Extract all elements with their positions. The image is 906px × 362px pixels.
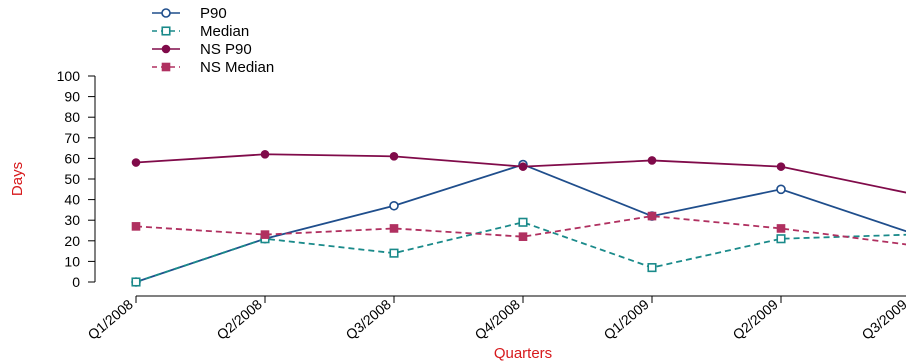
y-tick-label: 90: [64, 89, 80, 105]
data-point: [389, 152, 399, 161]
y-tick-label: 70: [64, 130, 80, 146]
x-axis-title: Quarters: [494, 345, 552, 362]
legend-label: NS P90: [200, 41, 252, 58]
legend-marker: [161, 8, 171, 18]
data-point: [389, 200, 399, 211]
data-point: [776, 184, 786, 195]
data-point: [131, 277, 141, 287]
legend-marker: [161, 44, 171, 54]
legend-marker: [161, 62, 171, 72]
y-tick-label: 0: [72, 274, 80, 290]
data-point: [518, 162, 528, 171]
y-axis: 0 10 20 30 40 50 60 70 80 90 100: [57, 68, 96, 290]
data-point: [260, 149, 270, 159]
legend-item: NS P90: [152, 41, 252, 58]
x-tick-label: Q3/2008: [342, 296, 394, 343]
legend-item: Median: [152, 23, 249, 40]
y-tick-label: 80: [64, 109, 80, 125]
data-point: [776, 234, 786, 244]
legend-item: P90: [152, 5, 227, 22]
y-tick-label: 20: [64, 233, 80, 249]
x-axis: Q1/2008 Q2/2008 Q3/2008 Q4/2008 Q1/2009 Q2/20…: [84, 295, 906, 343]
data-point: [647, 211, 657, 221]
data-point: [518, 217, 528, 227]
x-tick-label: Q1/2008: [84, 296, 136, 343]
data-point: [131, 222, 141, 231]
legend-label: Median: [200, 23, 249, 40]
data-point: [389, 224, 399, 233]
y-axis-title: Days: [9, 162, 26, 196]
series-line-median: [135, 221, 906, 283]
x-tick-label: Q1/2009: [600, 296, 652, 343]
series-layer: [131, 149, 906, 287]
series-line-ns-p90: [135, 153, 906, 194]
legend-label: P90: [200, 5, 227, 22]
data-point: [131, 158, 141, 167]
data-point: [776, 162, 786, 171]
x-tick-label: Q4/2008: [471, 296, 523, 343]
y-tick-label: 60: [64, 150, 80, 166]
data-point: [260, 230, 270, 239]
x-tick-label: Q2/2008: [213, 296, 265, 343]
series-ns-median: [131, 211, 906, 246]
data-point: [776, 224, 786, 233]
y-tick-label: 100: [57, 68, 81, 84]
x-tick-label: Q3/2009: [858, 296, 906, 343]
y-tick-label: 30: [64, 212, 80, 228]
legend-label: NS Median: [200, 59, 274, 76]
legend-item: NS Median: [152, 59, 274, 76]
series-ns-p90: [131, 149, 906, 194]
y-tick-label: 40: [64, 192, 80, 208]
y-tick-label: 50: [64, 171, 80, 187]
data-point: [647, 263, 657, 273]
legend-marker: [161, 26, 171, 36]
series-median: [131, 217, 906, 287]
x-tick-label: Q2/2009: [729, 296, 781, 343]
data-point: [389, 248, 399, 258]
data-point: [647, 156, 657, 165]
data-point: [518, 232, 528, 241]
y-tick-label: 10: [64, 253, 80, 269]
